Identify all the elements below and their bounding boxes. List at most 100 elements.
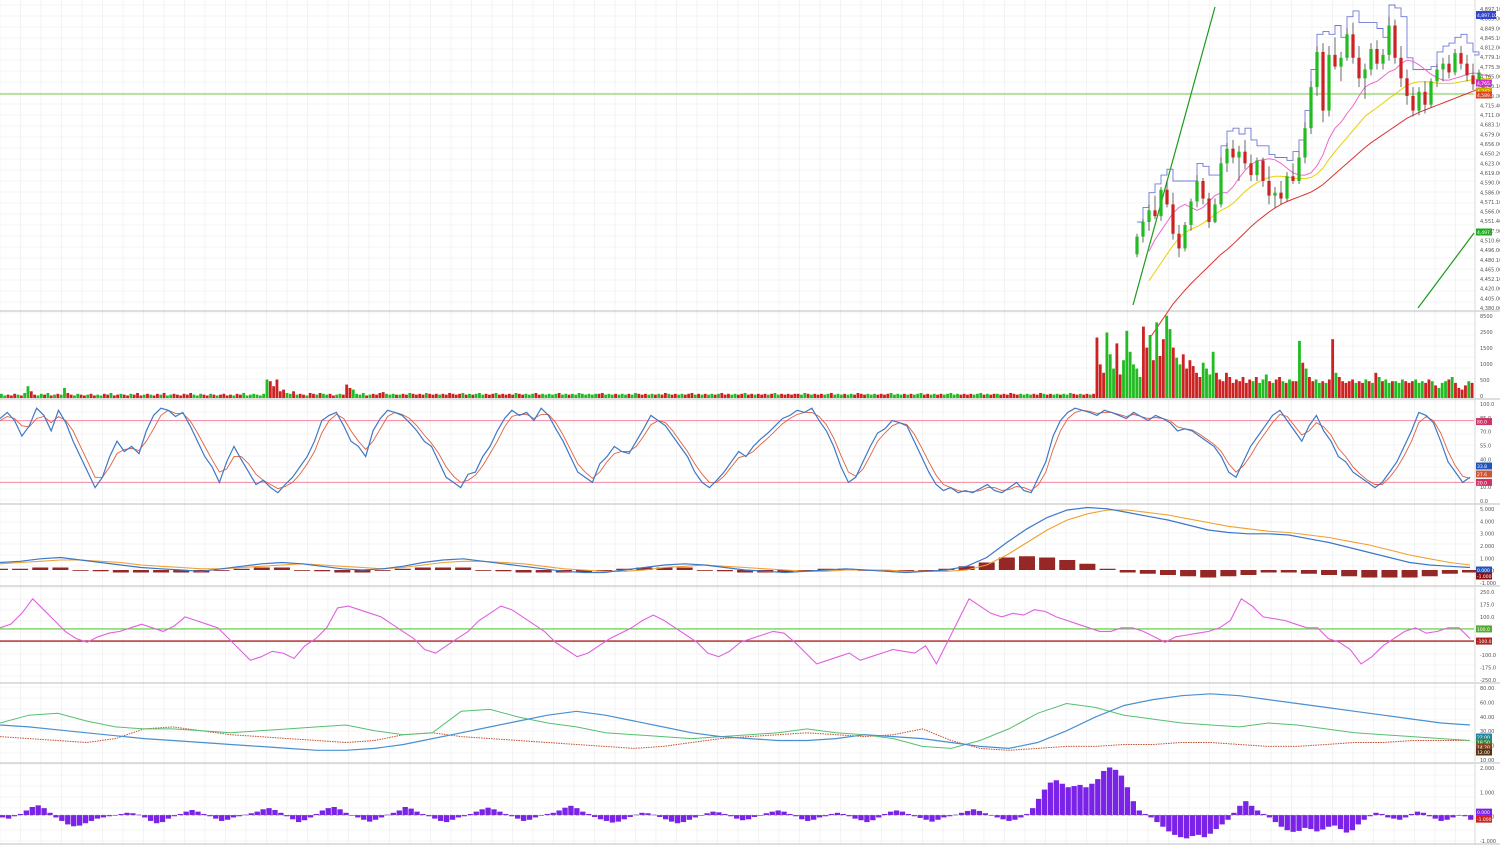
candle <box>1315 46 1319 96</box>
volume-bar <box>989 394 993 398</box>
volume-bar <box>1361 382 1364 398</box>
oscillator-bar <box>1272 815 1279 823</box>
volume-bar <box>169 394 173 398</box>
oscillator-bar <box>230 815 237 818</box>
volume-bar <box>451 393 455 398</box>
volume-bar <box>1460 389 1464 398</box>
oscillator-bar <box>769 811 775 816</box>
volume-bar <box>1125 330 1129 398</box>
axis-tick-label: 1.000 <box>1480 556 1494 562</box>
value-tag-text: -100.0 <box>1477 639 1492 645</box>
oscillator-bar <box>491 809 497 816</box>
axis-tick-label: 175.0 <box>1480 603 1494 609</box>
macd-histogram-bar <box>958 566 975 570</box>
candle-body <box>1147 210 1151 223</box>
oscillator-bar <box>515 815 521 819</box>
oscillator-bar <box>1397 815 1403 820</box>
value-tag-bg <box>1476 79 1492 87</box>
candle <box>1171 192 1175 240</box>
volume-bar <box>976 393 979 398</box>
candle <box>1255 157 1259 181</box>
candle-body <box>1387 25 1391 55</box>
oscillator-bar <box>1053 780 1060 816</box>
value-tag-bg <box>1476 733 1492 741</box>
candle-body <box>1261 160 1265 181</box>
candle <box>1165 180 1169 208</box>
candle-body <box>1207 198 1211 223</box>
oscillator-bar <box>307 815 314 818</box>
oscillator-bar <box>100 815 106 818</box>
oscillator-bar <box>473 811 479 816</box>
adx-line <box>0 693 1471 751</box>
stochastic-d-line <box>0 409 1471 493</box>
candle-body <box>1345 34 1349 58</box>
trend-line <box>1132 6 1216 306</box>
oscillator-bar <box>1024 813 1030 816</box>
volume-bar <box>1049 393 1052 398</box>
volume-bar <box>195 395 199 398</box>
oscillator-bar <box>367 815 373 822</box>
candle <box>1351 22 1355 64</box>
macd-histogram-bar <box>656 567 673 570</box>
volume-bar <box>929 394 933 398</box>
volume-bar <box>999 394 1003 398</box>
volume-bar <box>318 392 322 398</box>
stochastic-value-tag: 20.0 <box>1476 478 1492 486</box>
axis-tick-label: 4,465.00 <box>1480 267 1500 273</box>
volume-bar <box>1228 377 1232 398</box>
oscillator-bar <box>781 811 787 816</box>
volume-bar <box>239 394 242 398</box>
volume-bar <box>1052 394 1056 398</box>
volume-bar <box>69 394 73 398</box>
volume-bar <box>836 393 840 398</box>
macd-histogram-bar <box>1159 570 1176 575</box>
volume-bar <box>368 394 372 398</box>
volume-bar <box>99 395 103 398</box>
candle <box>1399 46 1403 88</box>
volume-bar <box>919 392 923 398</box>
volume-bar <box>46 392 50 398</box>
macd-histogram-bar <box>435 567 452 570</box>
oscillator-bar <box>76 815 83 826</box>
candle-body <box>1291 176 1295 181</box>
macd-histogram-bar <box>1300 570 1317 574</box>
volume-bar <box>73 395 76 398</box>
value-tag-bg <box>1476 738 1492 746</box>
volume-bar <box>504 394 508 398</box>
axis-tick-label: 3.000 <box>1480 532 1494 538</box>
volume-bar <box>395 394 398 398</box>
oscillator-bar <box>1201 815 1208 838</box>
oscillator-bar <box>1047 782 1054 816</box>
volume-bar <box>258 395 262 398</box>
oscillator-bar <box>219 815 225 821</box>
oscillator-bar <box>698 815 704 816</box>
candle-body <box>1405 78 1409 96</box>
macd-histogram-bar <box>1220 570 1237 577</box>
volume-bar <box>587 393 591 398</box>
volume-bar <box>139 395 143 398</box>
volume-bar <box>1278 377 1281 398</box>
volume-bar <box>813 393 817 398</box>
oscillator-bar <box>1000 815 1006 820</box>
volume-bar <box>1444 381 1447 398</box>
volume-bar <box>109 392 113 398</box>
macd-histogram-bar <box>273 567 290 570</box>
volume-bar <box>302 394 305 398</box>
volume-bar <box>142 394 146 398</box>
macd-histogram-bar <box>1280 570 1297 573</box>
value-tag-text: 20.0 <box>1477 480 1487 486</box>
volume-bar <box>16 394 20 398</box>
candle <box>1339 51 1343 82</box>
candle-body <box>1363 69 1367 79</box>
oscillator-bar <box>159 815 166 823</box>
macd-histogram-bar <box>918 570 935 571</box>
volume-bar <box>849 393 853 398</box>
value-tag-text: 100.0 <box>1477 627 1490 633</box>
axis-tick-label: 4,380.00 <box>1480 306 1500 312</box>
volume-bar <box>172 393 176 398</box>
candle <box>1237 145 1241 181</box>
oscillator-bar <box>1225 815 1231 820</box>
macd-histogram-bar <box>1039 557 1056 570</box>
oscillator-bar <box>47 812 53 816</box>
oscillator-bar <box>1249 805 1255 816</box>
